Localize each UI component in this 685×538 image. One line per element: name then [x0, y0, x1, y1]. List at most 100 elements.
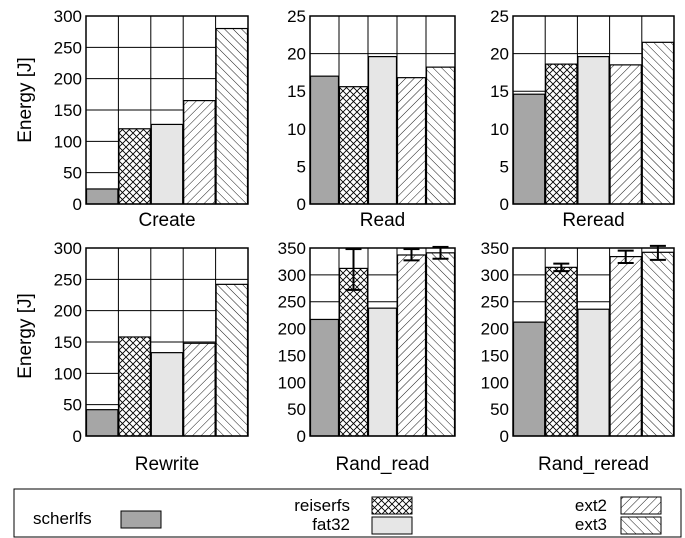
bar-reiserfs: [118, 336, 151, 437]
y-tick-label: 0: [297, 427, 306, 446]
legend-label-reiserfs: reiserfs: [294, 496, 350, 515]
y-tick-label: 150: [481, 346, 509, 365]
y-tick-label: 150: [54, 333, 82, 352]
bar-scherlfs: [512, 321, 546, 437]
y-tick-label: 100: [54, 132, 82, 151]
y-tick-label: 0: [297, 195, 306, 214]
bar-fat32: [367, 307, 398, 437]
bar-reiserfs: [338, 267, 369, 437]
bar-scherlfs: [309, 318, 340, 437]
bar-reiserfs: [545, 266, 578, 437]
y-tick-label: 50: [287, 400, 306, 419]
y-tick-label: 200: [481, 320, 509, 339]
legend-label-ext2: ext2: [575, 496, 607, 515]
y-tick-label: 200: [54, 70, 82, 89]
y-tick-label: 100: [481, 373, 509, 392]
x-axis-label: Create: [138, 210, 195, 231]
chart-rewrite: 0 50 100 150 200 250 300 Rewrite: [54, 239, 249, 475]
legend-label-ext3: ext3: [575, 515, 607, 534]
plot-frame: [512, 15, 675, 205]
y-tick-label: 350: [481, 239, 509, 258]
y-tick-label: 300: [481, 266, 509, 285]
bar-reiserfs: [545, 63, 578, 205]
plot-frame: [309, 247, 456, 437]
y-tick-label: 250: [54, 38, 82, 57]
y-tick-label: 25: [287, 7, 306, 26]
y-tick-label: 10: [490, 120, 509, 139]
legend-swatch-ext3: [620, 516, 662, 535]
y-tick-label: 100: [278, 373, 306, 392]
y-tick-label: 25: [490, 7, 509, 26]
legend-label-fat32: fat32: [312, 515, 350, 534]
bar-ext3: [641, 41, 675, 205]
bar-scherlfs: [512, 93, 546, 205]
y-tick-label: 5: [500, 157, 509, 176]
x-axis-label: Rewrite: [135, 454, 199, 475]
y-tick-label: 150: [278, 346, 306, 365]
legend: scherlfs reiserfs fat32 ext2 ext3: [13, 488, 682, 538]
y-tick-label: 50: [63, 396, 82, 415]
bar-fat32: [150, 123, 184, 205]
y-tick-label: 250: [278, 293, 306, 312]
y-tick-label: 15: [490, 82, 509, 101]
legend-swatch-reiserfs: [371, 496, 413, 515]
legend-swatch-scherlfs: [120, 510, 162, 529]
bar-fat32: [577, 308, 610, 437]
y-tick-label: 300: [54, 239, 82, 258]
y-axis-label-top: Energy [J]: [15, 57, 36, 143]
y-tick-label: 10: [287, 120, 306, 139]
x-axis-label: Read: [360, 210, 405, 231]
plot-frame: [85, 247, 249, 437]
y-tick-label: 0: [73, 427, 82, 446]
y-axis-label-bottom: Energy [J]: [15, 293, 36, 379]
bar-ext3: [215, 27, 249, 205]
y-tick-label: 300: [278, 266, 306, 285]
bar-ext2: [609, 64, 642, 205]
chart-rand-read: 0 50 100 150 200 250 300 350 Rand_read: [278, 239, 456, 475]
plot-frame: [85, 15, 249, 205]
y-tick-label: 350: [278, 239, 306, 258]
bar-fat32: [367, 56, 398, 205]
y-tick-label: 50: [63, 164, 82, 183]
y-tick-label: 0: [500, 427, 509, 446]
y-tick-label: 100: [54, 364, 82, 383]
bar-fat32: [577, 56, 610, 205]
bar-scherlfs: [85, 409, 119, 437]
bar-reiserfs: [118, 128, 151, 205]
bar-ext2: [183, 99, 216, 205]
chart-rand-reread: 0 50 100 150 200 250 300 350 Rand_reread: [481, 239, 675, 475]
plot-frame: [309, 15, 456, 205]
plot-frame: [512, 247, 675, 437]
y-tick-label: 0: [500, 195, 509, 214]
legend-swatch-fat32: [371, 516, 413, 535]
x-axis-label: Rand_read: [335, 454, 429, 475]
bar-ext3: [215, 283, 249, 437]
y-tick-label: 300: [54, 7, 82, 26]
bar-scherlfs: [309, 75, 340, 205]
bar-ext2: [396, 254, 427, 437]
y-tick-label: 150: [54, 101, 82, 120]
chart-panels: 050100150200250300Create0510152025Read05…: [54, 7, 675, 475]
bar-scherlfs: [85, 188, 119, 205]
bar-ext2: [609, 255, 642, 437]
y-tick-label: 250: [481, 293, 509, 312]
y-tick-label: 50: [490, 400, 509, 419]
bar-ext2: [183, 342, 216, 437]
legend-label-scherlfs: scherlfs: [33, 509, 92, 528]
chart-read: 0 5 10 15 20 25 Read: [287, 7, 456, 231]
bar-fat32: [150, 352, 184, 437]
x-axis-label: Rand_reread: [538, 454, 649, 475]
chart-create: 0 50 100 150 200 250 300 Create: [54, 7, 249, 231]
y-tick-label: 200: [54, 302, 82, 321]
bar-ext3: [425, 66, 456, 205]
y-tick-label: 250: [54, 270, 82, 289]
bar-ext3: [641, 251, 675, 437]
y-tick-label: 0: [73, 195, 82, 214]
y-tick-label: 200: [278, 320, 306, 339]
legend-swatch-ext2: [620, 496, 662, 515]
y-tick-label: 5: [297, 157, 306, 176]
chart-reread: 0 5 10 15 20 25 Reread: [490, 7, 675, 231]
y-tick-label: 20: [490, 45, 509, 64]
y-tick-label: 20: [287, 45, 306, 64]
